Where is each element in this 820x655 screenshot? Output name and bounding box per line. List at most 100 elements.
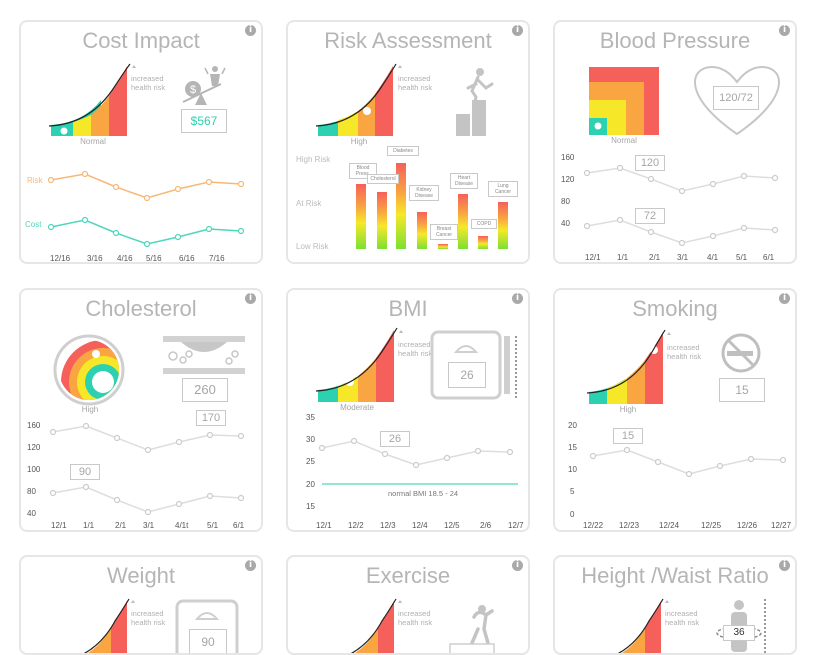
increased-risk-label: increased health risk: [398, 74, 433, 92]
x-tick: 12/3: [380, 521, 396, 530]
y-tick: 100: [27, 465, 41, 474]
info-icon[interactable]: i: [512, 293, 523, 304]
x-tick: 12/24: [659, 521, 680, 530]
card-exercise[interactable]: Exercise i increased health risk: [286, 555, 530, 655]
risk-gauge: [315, 327, 403, 402]
artery-icon: [163, 336, 245, 374]
bmi-line-chart: [318, 437, 518, 485]
info-icon[interactable]: i: [245, 25, 256, 36]
y-tick: 5: [570, 487, 575, 496]
y-tick: 20: [306, 480, 315, 489]
card-cost-impact[interactable]: Cost Impact i increased health risk Norm…: [19, 20, 263, 264]
card-title: Cholesterol: [85, 296, 197, 321]
svg-text:$: $: [190, 84, 196, 96]
x-tick: 12/22: [583, 521, 604, 530]
series-label-risk: Risk: [27, 176, 43, 185]
bp-line-chart: [583, 164, 779, 247]
cholesterol-gauge: [53, 334, 125, 406]
risk-level-label: Normal: [80, 137, 106, 146]
x-tick: 12/1: [51, 521, 67, 530]
x-tick: 12/26: [737, 521, 758, 530]
cholesterol-upper-callout: 170: [196, 410, 226, 426]
bar-breast-cancer: [438, 244, 448, 249]
y-label-high-risk: High Risk: [296, 155, 331, 164]
info-icon[interactable]: i: [245, 293, 256, 304]
bar-label: Heart Disease: [450, 173, 478, 189]
card-smoking[interactable]: Smoking i increased health risk High 15 …: [553, 288, 797, 532]
risk-bar-chart: [356, 163, 508, 249]
y-tick: 160: [561, 153, 575, 162]
heart-icon: [693, 65, 781, 136]
risk-gauge: [48, 63, 136, 136]
info-icon[interactable]: i: [245, 560, 256, 571]
cost-line-chart: [47, 170, 245, 248]
bar-kidney-disease: [417, 212, 427, 249]
info-icon[interactable]: i: [512, 560, 523, 571]
card-risk-assessment[interactable]: Risk Assessment i increased health risk …: [286, 20, 530, 264]
info-icon[interactable]: i: [512, 25, 523, 36]
y-tick: 25: [306, 457, 315, 466]
x-tick: 4/1t: [175, 521, 189, 530]
bmi-callout: 26: [380, 431, 410, 447]
smoking-callout: 15: [613, 428, 643, 444]
info-icon[interactable]: i: [779, 293, 790, 304]
card-height-waist-ratio[interactable]: Height /Waist Ratio i increased health r…: [553, 555, 797, 655]
bp-quadrant-gauge: [589, 67, 659, 135]
x-tick: 12/16: [50, 254, 71, 263]
y-tick: 40: [27, 509, 36, 518]
risk-level-label: Moderate: [340, 403, 374, 412]
increased-risk-label: increased health risk: [131, 609, 166, 627]
y-tick: 120: [27, 443, 41, 452]
bar-label: Diabetes: [387, 146, 419, 156]
y-tick: 30: [306, 435, 315, 444]
risk-level-label: Normal: [611, 136, 637, 145]
y-tick: 120: [561, 175, 575, 184]
x-tick: 2/6: [480, 521, 492, 530]
cholesterol-lower-callout: 90: [70, 464, 100, 480]
bar-label: COPD: [471, 219, 497, 229]
x-tick: 12/5: [444, 521, 460, 530]
y-tick: 35: [306, 413, 315, 422]
x-tick: 12/25: [701, 521, 722, 530]
y-label-at-risk: At Risk: [296, 199, 322, 208]
x-tick: 6/1: [233, 521, 245, 530]
x-tick: 6/16: [179, 254, 195, 263]
increased-risk-label: increased health risk: [667, 343, 702, 361]
smoking-line-chart: [589, 446, 787, 478]
card-cholesterol[interactable]: Cholesterol i High 260 160 120 100 80 40…: [19, 288, 263, 532]
y-tick: 80: [27, 487, 36, 496]
card-title: BMI: [388, 296, 428, 321]
card-weight[interactable]: Weight i increased health risk 90: [19, 555, 263, 655]
card-title: Height /Waist Ratio: [581, 563, 769, 588]
y-tick: 15: [306, 502, 315, 511]
x-tick: 12/1: [585, 253, 601, 262]
x-tick: 5/1: [207, 521, 219, 530]
cost-amount: $567: [181, 109, 227, 133]
bar-lung-cancer: [498, 202, 508, 249]
risk-gauge: [586, 329, 671, 404]
cholesterol-value: 260: [182, 378, 228, 402]
x-tick: 12/2: [348, 521, 364, 530]
x-tick: 12/23: [619, 521, 640, 530]
increased-risk-label: increased health risk: [131, 74, 166, 92]
x-tick: 2/1: [649, 253, 661, 262]
card-title: Smoking: [632, 296, 718, 321]
normal-bmi-note: normal BMI 18.5 - 24: [388, 489, 459, 498]
x-tick: 2/1: [115, 521, 127, 530]
bar-label: Cholesterol: [367, 174, 399, 184]
no-smoking-icon: [721, 333, 761, 373]
x-tick: 3/1: [143, 521, 155, 530]
info-icon[interactable]: i: [779, 560, 790, 571]
x-tick: 4/1: [707, 253, 719, 262]
risk-level-label: High: [350, 137, 368, 146]
y-tick: 80: [561, 197, 570, 206]
weight-value: 90: [189, 629, 227, 653]
card-blood-pressure[interactable]: Blood Pressure i Normal 120/72 160 120 8…: [553, 20, 797, 264]
risk-level-label: High: [81, 405, 99, 414]
card-bmi[interactable]: BMI i increased health risk Moderate 26 …: [286, 288, 530, 532]
info-icon[interactable]: i: [779, 25, 790, 36]
y-tick: 40: [561, 219, 570, 228]
bar-copd: [478, 236, 488, 249]
bar-label: Breast Cancer: [430, 224, 458, 240]
card-title: Exercise: [365, 563, 451, 588]
